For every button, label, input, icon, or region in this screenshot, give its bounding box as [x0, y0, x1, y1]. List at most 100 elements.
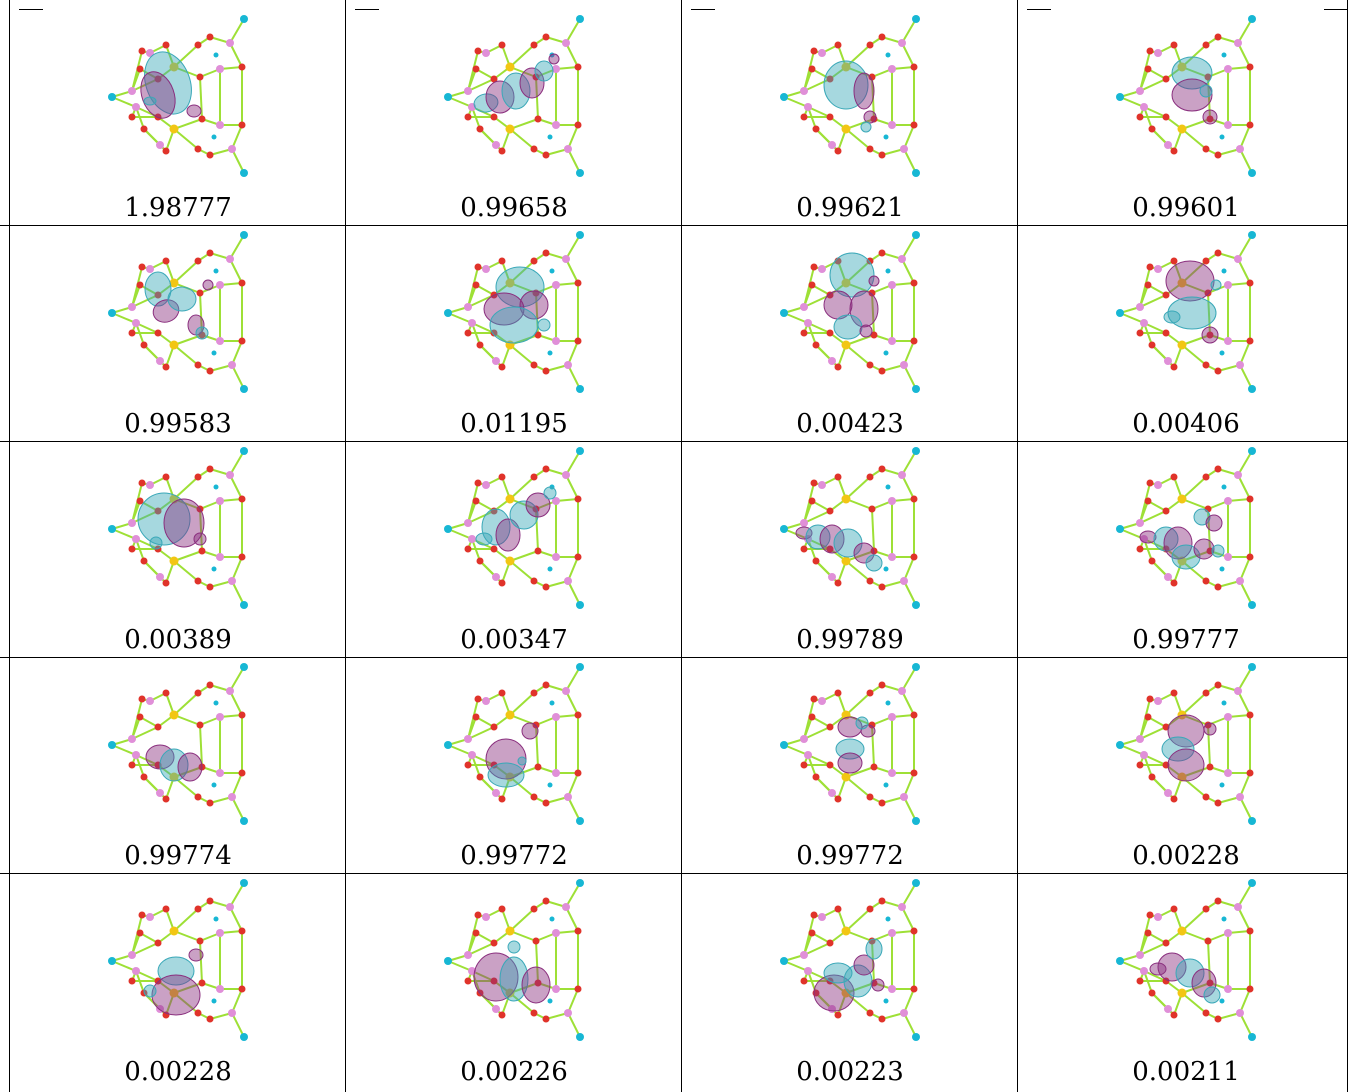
bond	[565, 666, 581, 692]
atom	[1146, 695, 1154, 703]
atom	[826, 939, 834, 947]
bond	[467, 698, 479, 740]
atom	[1246, 553, 1254, 561]
atom	[800, 735, 808, 743]
atom	[468, 319, 476, 327]
atom	[780, 309, 788, 317]
atom	[474, 479, 482, 487]
atom	[1170, 473, 1178, 481]
atom	[472, 929, 480, 937]
atom	[128, 303, 136, 311]
bond	[567, 796, 581, 822]
atom	[238, 279, 246, 287]
bond	[1181, 982, 1211, 994]
bond	[1119, 96, 1145, 108]
bond	[1181, 66, 1209, 78]
bond	[1143, 754, 1167, 766]
occupation-number: 0.99621	[796, 193, 904, 223]
bond	[231, 1012, 245, 1038]
bond	[1139, 726, 1167, 740]
bond	[509, 66, 537, 78]
bond	[565, 882, 581, 908]
orbital-cell: 0.99621	[682, 9, 1018, 225]
atom	[576, 231, 584, 239]
orbital-lobe-negative	[151, 974, 201, 1016]
atom	[912, 15, 920, 23]
bond	[845, 776, 871, 798]
atom	[826, 329, 834, 337]
atom	[162, 905, 170, 913]
atom	[194, 361, 202, 369]
orbital-lobe-negative	[193, 532, 207, 546]
atom	[870, 763, 878, 771]
orbital-isosurface-image	[1116, 15, 1256, 177]
atom	[1224, 337, 1232, 345]
atom	[910, 495, 918, 503]
atom	[530, 473, 538, 481]
molecule-skeleton	[780, 879, 920, 1041]
orbital-lobe-positive	[507, 940, 521, 954]
bond	[1237, 666, 1253, 692]
orbital-lobe-negative	[863, 110, 877, 124]
atom	[505, 494, 515, 504]
atom	[1221, 268, 1227, 274]
atom	[128, 519, 136, 527]
bond	[1239, 796, 1253, 822]
atom	[564, 577, 572, 585]
atom	[912, 169, 920, 177]
atom	[1177, 124, 1187, 134]
bond	[173, 44, 199, 68]
atom	[883, 350, 889, 356]
atom	[216, 281, 224, 289]
atom	[1248, 663, 1256, 671]
atom	[1214, 33, 1222, 41]
bond	[131, 726, 159, 740]
bond	[135, 322, 159, 334]
atom	[1177, 62, 1187, 72]
atom	[482, 697, 490, 705]
orbital-lobe-positive	[843, 964, 873, 998]
orbital-lobe-negative	[519, 290, 549, 320]
atom	[826, 507, 834, 515]
atom	[1246, 337, 1254, 345]
atom	[841, 926, 851, 936]
atom	[194, 577, 202, 585]
atom	[211, 782, 217, 788]
atom	[132, 319, 140, 327]
atom	[780, 93, 788, 101]
bond	[1119, 960, 1145, 972]
atom	[1248, 169, 1256, 177]
atom	[898, 687, 906, 695]
bond	[565, 42, 579, 68]
orbital-lobe-negative	[548, 53, 560, 65]
atom	[213, 484, 219, 490]
atom	[574, 711, 582, 719]
atom	[108, 93, 116, 101]
atom	[883, 782, 889, 788]
atom	[1136, 113, 1144, 121]
atom	[542, 33, 550, 41]
bond	[509, 930, 537, 942]
bond	[229, 258, 243, 284]
bond	[535, 76, 539, 120]
occupation-number: 0.99583	[124, 409, 232, 439]
bond	[565, 906, 579, 932]
atom	[146, 265, 154, 273]
atom	[542, 151, 550, 159]
atom	[1154, 49, 1162, 57]
bond	[447, 960, 473, 972]
atom	[228, 793, 236, 801]
atom	[1221, 52, 1227, 58]
bond	[807, 754, 831, 766]
orbital-isosurface-image	[444, 15, 584, 177]
atom	[240, 169, 248, 177]
orbital-cell: 0.99583	[10, 225, 346, 441]
atom	[542, 583, 550, 591]
atom	[498, 257, 506, 265]
bond	[111, 744, 137, 756]
orbital-lobe-positive	[499, 956, 529, 1002]
atom	[482, 49, 490, 57]
atom	[866, 793, 874, 801]
atom	[834, 41, 842, 49]
bond	[1181, 766, 1211, 778]
